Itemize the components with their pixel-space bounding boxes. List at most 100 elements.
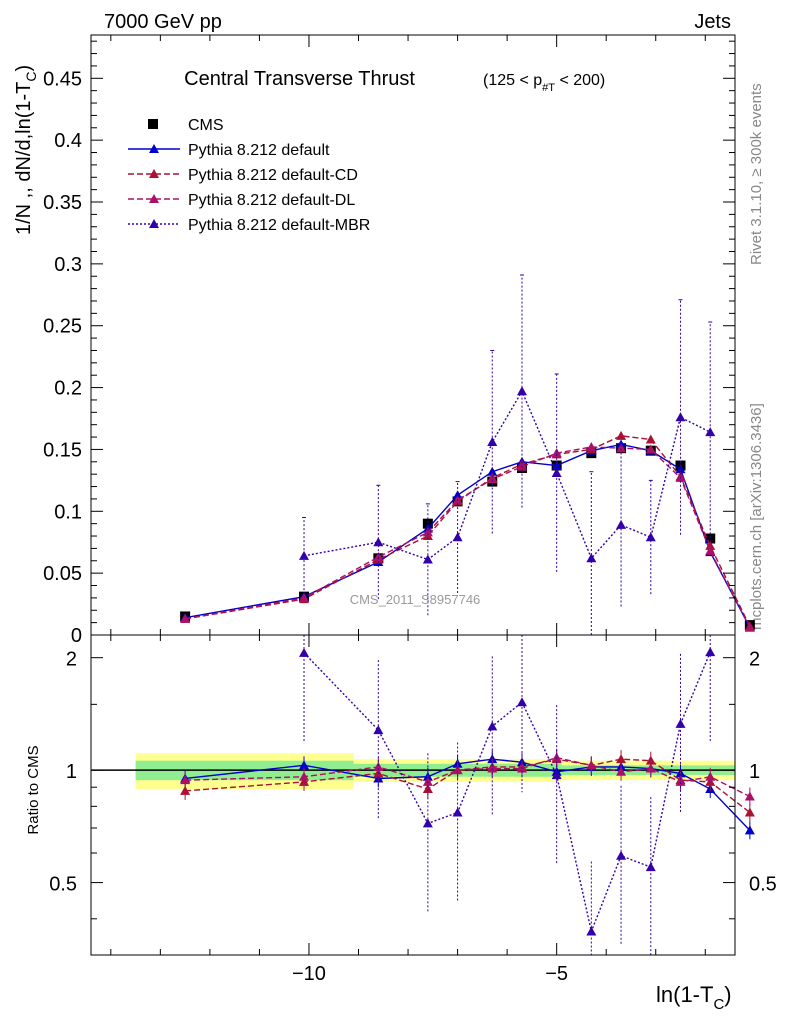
data-point [705,427,716,437]
ratio-data-point [299,771,310,781]
ratio-data-point [452,765,463,775]
x-axis-label-end: ) [724,982,731,1007]
series-line [185,446,751,628]
y-tick-label: 0.45 [43,68,82,90]
legend-label: Pythia 8.212 default-MBR [188,217,370,234]
data-point [180,613,191,623]
data-point [551,460,562,470]
legend-marker [149,144,159,153]
ratio-plot-panel: 0.5 0.5 1 1 2 2 −10 −5 Ratio to CMS ln(1-TC) [25,634,777,1013]
analysis-watermark: CMS_2011_S8957746 [350,592,481,607]
x-axis-label-main: ln(1-T [656,982,713,1007]
ratio-series-line [185,758,751,831]
ratio-data-point [180,785,191,795]
y-tick-label: 0.2 [54,378,82,400]
series-line [303,389,711,561]
y-tick-label: 0.4 [54,130,82,152]
ratio-data-point [586,760,597,770]
data-point [551,467,562,477]
data-point [373,552,384,562]
x-tick-label: −10 [292,963,326,985]
data-point [705,545,716,555]
legend-label: Pythia 8.212 default-DL [188,192,355,209]
chart-title: Central Transverse Thrust [184,68,415,90]
ratio-data-point [299,647,310,657]
y-tick-label: 0.3 [54,254,82,276]
ratio-data-point [616,754,627,764]
data-point [452,532,463,542]
y-axis-label-end: ) [13,65,35,72]
data-point [705,540,716,550]
data-point [487,437,498,447]
data-point [616,519,627,529]
header-left: 7000 GeV pp [104,11,222,33]
data-point [645,532,656,542]
data-point [744,622,755,632]
data-point [645,434,656,444]
ratio-data-point [422,818,433,828]
data-point [586,441,597,451]
y-tick-label: 0.35 [43,192,82,214]
legend-label: Pythia 8.212 default-CD [188,167,358,184]
legend-marker [149,169,159,178]
title-suffix-main: (125 < p [483,72,542,89]
data-point [487,474,498,484]
ratio-plot-frame [90,634,736,956]
data-point [616,443,627,453]
mcplots-label: mcplots.cern.ch [arXiv:1306.3436] [748,403,765,630]
data-point [675,412,686,422]
ratio-data-point [516,697,527,707]
ratio-data-point [744,807,755,817]
legend-label: Pythia 8.212 default [188,142,330,159]
ratio-data-point [705,647,716,657]
ratio-y-tick-label: 0.5 [49,874,77,896]
ratio-data-point [645,763,656,773]
ratio-series-line [185,756,751,798]
title-suffix-end: < 200) [555,72,605,89]
data-point [452,490,463,500]
y-tick-label: 0.25 [43,316,82,338]
ratio-data-point [487,763,498,773]
y-tick-label: 0 [71,625,82,647]
ratio-data-point [373,725,384,735]
y-axis-label-main: 1/N ,, dN/d,ln(1-T [13,82,35,235]
ratio-y-tick-label: 2 [66,649,77,671]
ratio-data-point [744,825,755,835]
data-point [487,466,498,476]
ratio-data-point [744,791,755,801]
ratio-data-point [299,760,310,770]
y-tick-label: 0.1 [54,501,82,523]
legend-marker [148,119,158,129]
legend-label: CMS [188,117,224,134]
data-point [299,592,310,602]
legend-marker [149,219,159,228]
data-point [551,448,562,458]
legend-marker [149,194,159,203]
series-line [185,443,751,628]
ratio-y-tick-label-right: 0.5 [749,874,777,896]
ratio-data-point [180,775,191,785]
data-point [422,527,433,537]
ratio-data-point [616,766,627,776]
ratio-data-point [422,776,433,786]
data-point [645,444,656,454]
data-point [705,533,716,544]
data-point [299,550,310,560]
ratio-data-point [616,850,627,860]
y-tick-label: 0.15 [43,439,82,461]
ratio-data-point [705,771,716,781]
data-point [516,386,527,396]
x-axis-label-sub: C [713,996,724,1013]
ratio-series-line [303,651,711,934]
y-axis-label: 1/N ,, dN/d,ln(1-TC) [13,65,39,235]
x-axis-label: ln(1-TC) [656,982,732,1013]
x-tick-label: −5 [545,963,568,985]
ratio-data-point [675,776,686,786]
data-point [586,553,597,563]
ratio-y-tick-label: 1 [66,761,77,783]
title-suffix-sub: #T [542,82,555,94]
ratio-data-point [645,862,656,872]
ratio-data-point [551,770,562,780]
data-point [675,464,686,474]
